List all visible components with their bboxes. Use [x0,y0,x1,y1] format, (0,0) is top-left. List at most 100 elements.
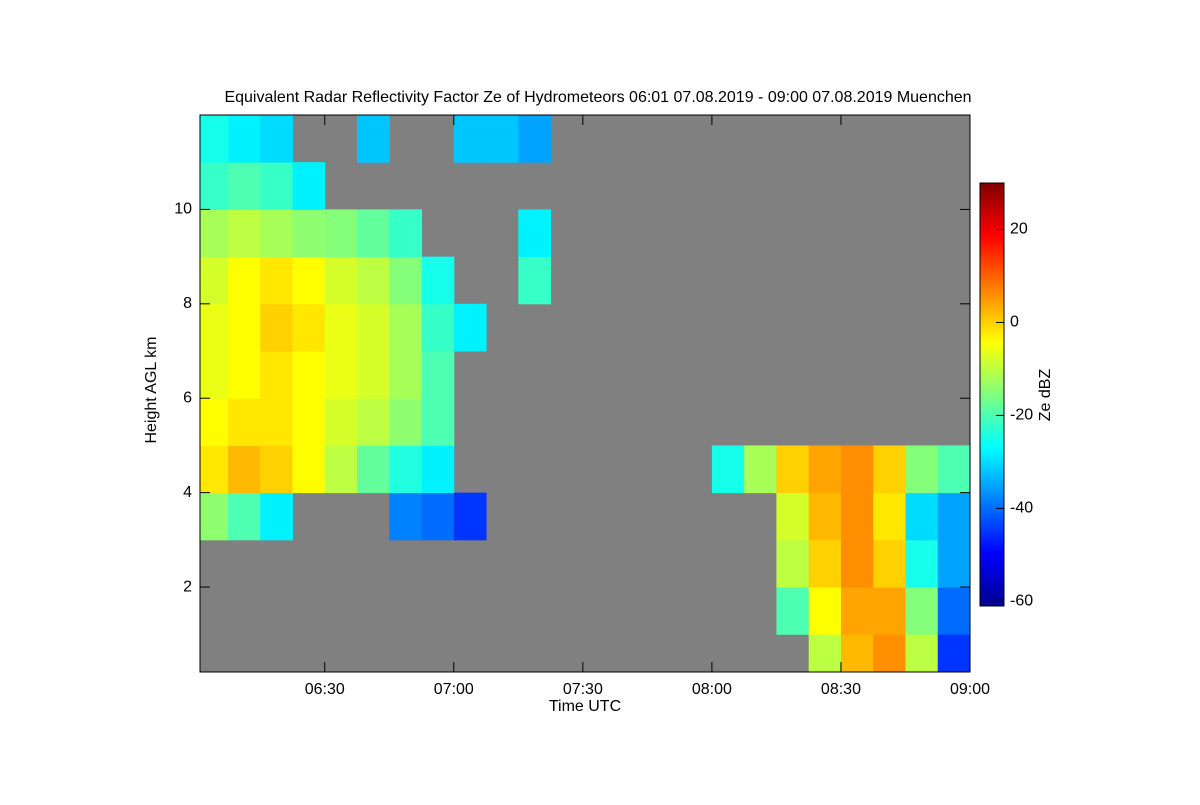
heatmap-cell [200,303,229,352]
heatmap-cell [453,115,487,163]
heatmap-cell [840,634,874,672]
heatmap-cell [200,162,229,210]
colorbar-tick-label: -60 [1010,593,1033,610]
heatmap-cell [357,256,390,305]
y-tick-label: 2 [183,578,192,595]
heatmap-cell [937,587,970,635]
heatmap-cell [324,351,358,399]
heatmap-cell [808,587,842,635]
heatmap-cell [357,351,390,399]
heatmap-cell [200,209,229,258]
heatmap-cell [873,587,906,635]
plot-frame [199,114,971,673]
heatmap-cell [808,539,842,588]
heatmap-cell [227,445,261,494]
x-tick-label: 06:30 [305,681,345,698]
heatmap-cell [873,445,906,494]
heatmap-cell [486,115,519,163]
heatmap-cell [518,256,552,305]
heatmap-cell [905,492,939,541]
heatmap-cell [292,445,326,494]
heatmap-cell [421,445,455,494]
heatmap-cell [808,634,842,672]
heatmap-cell [840,492,874,541]
y-axis-label: Height AGL km [143,336,160,443]
heatmap-cell [200,445,229,494]
heatmap-cell [357,303,390,352]
heatmap-cell [518,209,552,258]
heatmap-cell [260,445,293,494]
heatmap [200,115,970,672]
heatmap-cell [808,445,842,494]
heatmap-cell [324,303,358,352]
heatmap-cell [389,351,423,399]
heatmap-cell [776,587,810,635]
heatmap-cell [389,398,423,446]
x-tick-label: 08:30 [821,681,861,698]
heatmap-cell [937,634,970,672]
heatmap-cell [453,492,487,541]
heatmap-cell [260,398,293,446]
heatmap-cell [776,539,810,588]
y-tick-label: 4 [183,484,192,501]
heatmap-cell [389,256,423,305]
heatmap-cell [905,587,939,635]
x-axis-label: Time UTC [549,698,621,715]
heatmap-cell [905,539,939,588]
heatmap-cell [292,162,326,210]
heatmap-cell [873,634,906,672]
heatmap-cell [421,303,455,352]
heatmap-cell [227,398,261,446]
heatmap-cell [200,256,229,305]
heatmap-cell [937,539,970,588]
colorbar-tick-label: -40 [1010,500,1033,517]
heatmap-cell [421,351,455,399]
heatmap-cell [260,303,293,352]
heatmap-cell [227,351,261,399]
heatmap-cell [808,492,842,541]
colorbar [979,182,1005,607]
y-tick-label: 10 [174,201,192,218]
heatmap-cell [389,209,423,258]
heatmap-cell [389,445,423,494]
heatmap-cell [776,492,810,541]
heatmap-cell [260,256,293,305]
heatmap-cell [200,351,229,399]
heatmap-cell [260,209,293,258]
heatmap-cell [357,209,390,258]
heatmap-cell [292,398,326,446]
heatmap-cell [200,115,229,163]
colorbar-tick-label: 0 [1010,314,1019,331]
heatmap-cell [421,492,455,541]
heatmap-cell [840,539,874,588]
y-tick-label: 8 [183,295,192,312]
colorbar-tick-label: 20 [1010,221,1028,238]
chart-title: Equivalent Radar Reflectivity Factor Ze … [224,89,971,106]
heatmap-cell [711,445,745,494]
heatmap-cell [227,115,261,163]
heatmap-cell [200,398,229,446]
x-tick-label: 09:00 [950,681,990,698]
heatmap-cell [421,256,455,305]
x-tick-label: 07:30 [563,681,603,698]
heatmap-cell [873,492,906,541]
heatmap-cell [421,398,455,446]
heatmap-cell [518,115,552,163]
heatmap-cell [227,256,261,305]
colorbar-tick-label: -20 [1010,407,1033,424]
heatmap-cell [453,303,487,352]
x-tick-label: 08:00 [692,681,732,698]
heatmap-cell [840,445,874,494]
heatmap-cell [227,162,261,210]
heatmap-cell [357,115,390,163]
heatmap-cell [260,162,293,210]
heatmap-cell [357,445,390,494]
heatmap-cell [292,256,326,305]
heatmap-cell [227,209,261,258]
heatmap-cell [776,445,810,494]
heatmap-cell [292,303,326,352]
heatmap-cell [905,445,939,494]
heatmap-cell [292,351,326,399]
heatmap-cell [937,445,970,494]
